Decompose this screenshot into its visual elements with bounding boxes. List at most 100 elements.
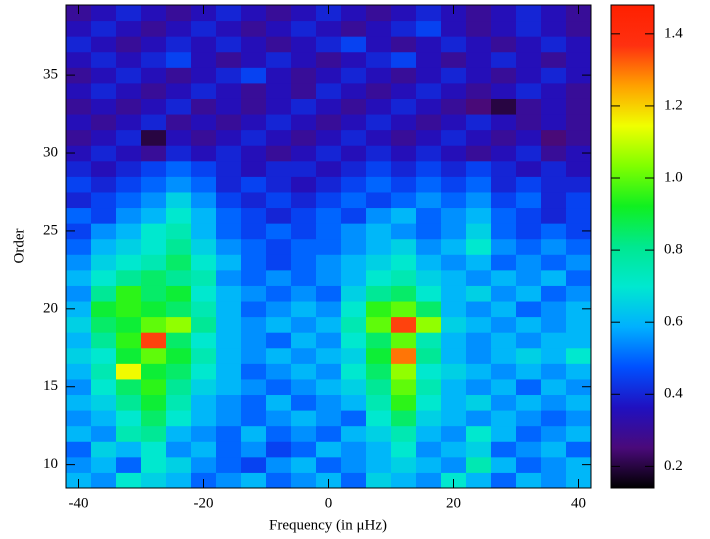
heatmap-cell: [141, 332, 167, 349]
heatmap-cell: [391, 223, 417, 240]
heatmap-cell: [216, 441, 242, 458]
heatmap-cell: [491, 51, 517, 68]
heatmap-cell: [191, 20, 217, 37]
heatmap-cell: [216, 223, 242, 240]
heatmap-cell: [566, 378, 591, 396]
heatmap-cell: [241, 98, 267, 115]
heatmap-cell: [416, 456, 442, 473]
heatmap-cell: [116, 378, 142, 396]
heatmap-cell: [316, 207, 342, 224]
heatmap-cell: [391, 410, 417, 427]
heatmap-cell: [216, 5, 242, 22]
heatmap-cell: [541, 98, 567, 115]
heatmap-cell: [166, 145, 192, 162]
heatmap-cell: [66, 176, 92, 193]
heatmap-cell: [566, 456, 591, 473]
heatmap-cell: [166, 114, 192, 131]
heatmap-cell: [566, 223, 591, 240]
heatmap-cell: [366, 301, 392, 318]
heatmap-cell: [566, 347, 591, 364]
heatmap-cell: [241, 472, 267, 488]
heatmap-cell: [241, 332, 267, 349]
heatmap-cell: [316, 114, 342, 131]
heatmap-cell: [116, 114, 142, 131]
heatmap-cell: [391, 394, 417, 411]
heatmap-cell: [491, 238, 517, 255]
heatmap-cell: [266, 456, 292, 473]
heatmap-cell: [141, 98, 167, 115]
heatmap-cell: [266, 82, 292, 99]
heatmap-cell: [291, 254, 317, 271]
heatmap-cell: [541, 363, 567, 380]
heatmap-cell: [166, 425, 192, 442]
heatmap-cell: [441, 191, 467, 209]
heatmap-cell: [491, 145, 517, 162]
heatmap-cell: [566, 254, 591, 271]
heatmap-cell: [466, 410, 492, 427]
heatmap-cell: [441, 238, 467, 255]
heatmap-cell: [191, 378, 217, 396]
heatmap-cell: [491, 5, 517, 22]
heatmap-cell: [91, 5, 117, 22]
heatmap-cell: [66, 456, 92, 473]
heatmap-cell: [516, 82, 542, 99]
heatmap-cell: [291, 51, 317, 68]
heatmap-cell: [216, 67, 242, 84]
y-tick-label: 15: [43, 378, 58, 394]
heatmap-cell: [66, 269, 92, 286]
heatmap-cell: [391, 441, 417, 458]
heatmap-cell: [441, 51, 467, 68]
heatmap-cell: [341, 363, 367, 380]
heatmap-cell: [466, 129, 492, 146]
heatmap-cell: [141, 363, 167, 380]
heatmap-cell: [116, 82, 142, 99]
y-tick-label: 30: [43, 144, 58, 160]
heatmap-cell: [416, 82, 442, 99]
heatmap-cell: [141, 82, 167, 99]
heatmap-cell: [191, 160, 217, 177]
heatmap-cell: [441, 82, 467, 99]
heatmap-cell: [216, 145, 242, 162]
heatmap-cell: [266, 145, 292, 162]
heatmap-cell: [191, 238, 217, 255]
heatmap-cell: [266, 223, 292, 240]
heatmap-cell: [91, 207, 117, 224]
heatmap-cell: [141, 347, 167, 364]
heatmap-cell: [541, 145, 567, 162]
heatmap-cell: [291, 441, 317, 458]
heatmap-cell: [566, 176, 591, 193]
heatmap-cell: [491, 456, 517, 473]
heatmap-cell: [416, 160, 442, 177]
heatmap-cell: [466, 223, 492, 240]
heatmap-cell: [66, 67, 92, 84]
y-axis-label: Order: [11, 229, 27, 264]
heatmap-cell: [116, 145, 142, 162]
heatmap-cell: [391, 207, 417, 224]
heatmap-cell: [316, 456, 342, 473]
heatmap-cell: [391, 145, 417, 162]
heatmap-cell: [491, 160, 517, 177]
heatmap-cell: [241, 145, 267, 162]
heatmap-cell: [366, 160, 392, 177]
heatmap-cell: [391, 20, 417, 37]
heatmap-cell: [416, 5, 442, 22]
heatmap-cell: [291, 301, 317, 318]
heatmap-cell: [391, 160, 417, 177]
heatmap-cell: [291, 238, 317, 255]
heatmap-cell: [491, 332, 517, 349]
heatmap-cell: [491, 67, 517, 84]
heatmap-cell: [266, 207, 292, 224]
heatmap-cell: [141, 425, 167, 442]
heatmap-cell: [541, 441, 567, 458]
heatmap-cell: [166, 129, 192, 146]
heatmap-cell: [141, 191, 167, 209]
heatmap-cell: [366, 410, 392, 427]
heatmap-cell: [66, 378, 92, 396]
heatmap-cell: [266, 254, 292, 271]
heatmap-cell: [441, 223, 467, 240]
heatmap-cell: [541, 223, 567, 240]
heatmap-cell: [366, 238, 392, 255]
heatmap-cell: [441, 176, 467, 193]
heatmap-cell: [266, 114, 292, 131]
heatmap-cell: [516, 20, 542, 37]
